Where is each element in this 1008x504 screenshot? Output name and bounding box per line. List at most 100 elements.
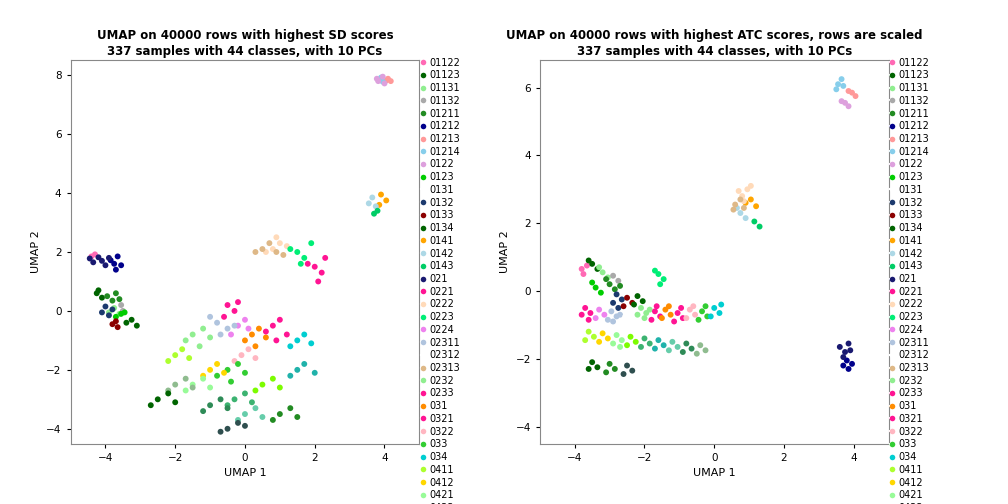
Point	[254, 245, 270, 253]
Point	[624, 366, 640, 374]
Point	[370, 207, 386, 215]
Point	[614, 336, 630, 344]
Point	[289, 248, 305, 256]
Point	[661, 302, 677, 310]
Point	[129, 322, 145, 330]
Point	[376, 80, 392, 88]
Point	[837, 99, 853, 107]
Point	[101, 254, 117, 262]
Point	[108, 313, 124, 321]
Point	[844, 89, 860, 97]
Point	[91, 286, 107, 294]
Point	[247, 248, 263, 256]
Point	[240, 345, 256, 353]
Point	[167, 381, 183, 389]
Point	[202, 334, 218, 342]
Point	[605, 340, 621, 348]
Point	[619, 361, 635, 369]
Point	[101, 308, 117, 317]
Point	[373, 74, 389, 82]
Point	[310, 277, 327, 285]
Point	[583, 309, 599, 317]
Point	[595, 268, 611, 276]
Point	[124, 316, 140, 324]
Point	[216, 369, 232, 377]
Point	[184, 381, 201, 389]
Point	[598, 275, 614, 283]
Point	[265, 245, 281, 253]
Point	[380, 75, 396, 83]
Point	[383, 77, 399, 85]
Point	[227, 322, 243, 330]
Point	[609, 312, 625, 321]
Point	[614, 295, 630, 303]
Point	[591, 338, 607, 346]
Point	[368, 202, 384, 210]
Point	[244, 398, 260, 406]
Point	[105, 296, 121, 304]
Point	[662, 310, 678, 319]
Point	[642, 340, 658, 348]
Point	[375, 78, 391, 86]
Point	[292, 260, 308, 268]
Point	[616, 302, 632, 310]
Point	[624, 299, 640, 307]
Point	[752, 223, 768, 231]
Point	[629, 292, 645, 300]
Point	[595, 329, 611, 337]
Point	[843, 346, 859, 354]
Point	[674, 348, 690, 356]
Point	[841, 365, 857, 373]
Point	[629, 310, 645, 319]
Point	[626, 309, 642, 317]
Point	[600, 316, 616, 324]
Point	[98, 261, 114, 269]
Point	[213, 428, 229, 436]
Point	[602, 280, 618, 288]
Point	[268, 248, 284, 256]
Point	[619, 294, 635, 302]
Point	[118, 319, 134, 327]
Point	[160, 357, 176, 365]
Point	[694, 307, 710, 316]
Point	[598, 368, 614, 376]
Point	[652, 280, 668, 288]
Point	[174, 345, 191, 353]
Point	[296, 331, 312, 339]
Point	[669, 343, 685, 351]
Point	[318, 254, 334, 262]
Legend: 01122, 01123, 01131, 01132, 01211, 01212, 01213, 01214, 0122, 0123, 0131, 0132, : 01122, 01123, 01131, 01132, 01211, 01212…	[890, 57, 929, 504]
Point	[607, 365, 623, 373]
Point	[213, 395, 229, 403]
Point	[678, 340, 695, 348]
Point	[834, 97, 850, 105]
Point	[836, 361, 852, 369]
Point	[115, 307, 131, 315]
Point	[610, 304, 626, 312]
Point	[664, 338, 680, 346]
Point	[616, 370, 632, 378]
Legend: 01122, 01123, 01131, 01132, 01211, 01212, 01213, 01214, 0122, 0123, 0131, 0132, : 01122, 01123, 01131, 01132, 01211, 01212…	[420, 57, 461, 504]
Point	[306, 263, 323, 271]
Point	[734, 192, 750, 200]
Point	[111, 310, 127, 318]
Point	[254, 413, 270, 421]
Point	[373, 191, 389, 199]
Point	[837, 348, 853, 356]
Point	[91, 254, 107, 262]
Point	[731, 187, 747, 195]
Point	[258, 328, 274, 336]
Point	[272, 410, 288, 418]
Point	[648, 302, 664, 310]
Point	[227, 395, 243, 403]
Point	[605, 299, 621, 307]
Point	[110, 323, 126, 331]
Point	[576, 270, 592, 278]
Point	[272, 239, 288, 247]
Point	[268, 336, 284, 344]
Point	[643, 316, 659, 324]
Point	[746, 217, 762, 225]
Point	[94, 294, 110, 302]
Point	[181, 354, 198, 362]
Point	[626, 300, 642, 308]
